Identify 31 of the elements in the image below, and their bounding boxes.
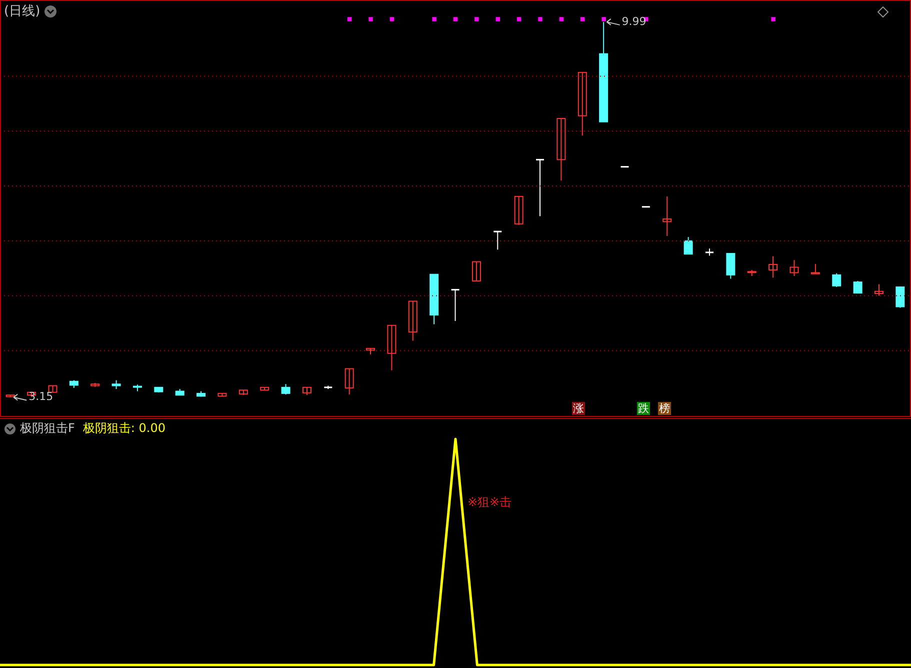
candlestick	[48, 385, 58, 393]
candlestick	[472, 261, 481, 282]
candlestick	[832, 272, 842, 288]
candlestick	[896, 286, 905, 308]
annotation: 榜	[658, 402, 671, 415]
candlestick	[535, 158, 545, 217]
candlestick	[768, 256, 778, 278]
annotation: 跌	[637, 402, 650, 415]
candlestick	[387, 324, 396, 371]
candlestick	[344, 368, 354, 396]
candlestick	[810, 263, 820, 274]
candlestick	[853, 280, 862, 294]
candlestick	[450, 288, 460, 322]
annotation: 3.15	[28, 390, 54, 404]
candlestick	[684, 236, 693, 255]
candlestick	[281, 384, 290, 396]
annotation: ※狙※击	[468, 494, 512, 511]
candlestick	[662, 196, 672, 236]
candlestick	[556, 118, 566, 182]
chart-title: 极阴狙击F	[20, 420, 75, 437]
chart-title: (日线)	[4, 3, 40, 20]
chart-subtitle: 极阴狙击: 0.00	[82, 420, 166, 437]
annotation: 涨	[572, 402, 585, 415]
candlestick	[874, 284, 884, 296]
candlestick	[726, 252, 736, 280]
candlestick	[492, 230, 502, 250]
candlestick	[790, 260, 799, 276]
candlestick	[514, 196, 524, 226]
candlestick	[578, 72, 587, 136]
annotation: 9.99	[622, 14, 646, 28]
candlestick	[408, 300, 418, 342]
